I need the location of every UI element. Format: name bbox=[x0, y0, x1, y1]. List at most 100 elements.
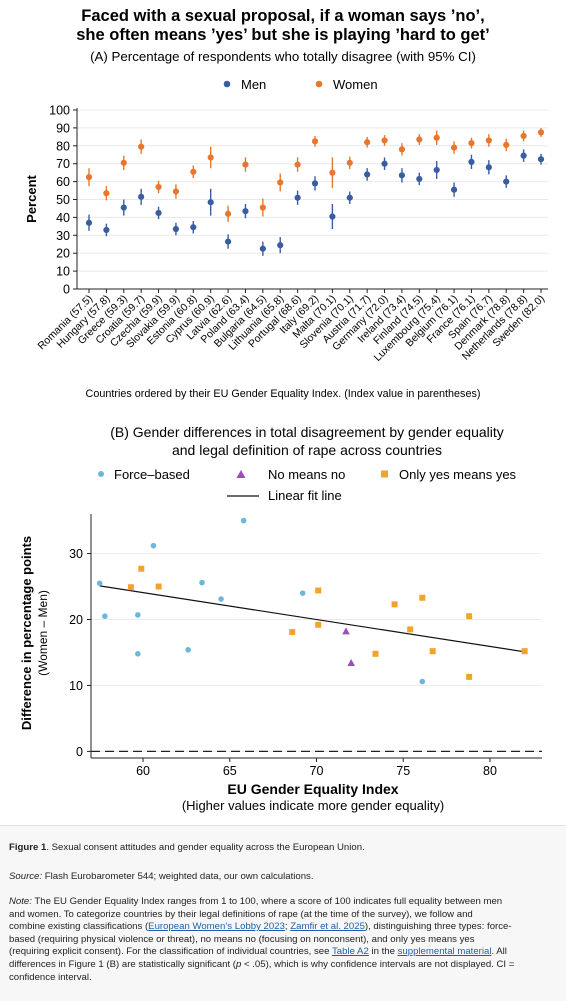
women-point bbox=[190, 168, 197, 175]
women-point bbox=[503, 141, 510, 149]
panel-b-x-tick-label: 80 bbox=[483, 764, 497, 778]
men-point bbox=[138, 193, 145, 200]
force-based-point bbox=[135, 651, 141, 657]
legend-no-means-no-label: No means no bbox=[268, 467, 345, 482]
women-point bbox=[259, 204, 266, 211]
women-point bbox=[346, 159, 353, 166]
link-european-womens-lobby[interactable]: European Women’s Lobby 2023 bbox=[148, 921, 285, 933]
women-point bbox=[364, 139, 371, 146]
men-point bbox=[85, 219, 93, 226]
force-based-point bbox=[96, 580, 103, 587]
panel-a-y-tick-label: 60 bbox=[56, 175, 70, 189]
women-point bbox=[294, 161, 301, 168]
women-point bbox=[450, 144, 458, 151]
men-point bbox=[172, 225, 180, 233]
men-point bbox=[120, 204, 127, 211]
figure-label: Figure 1 bbox=[9, 842, 47, 853]
panel-b-y-axis-sublabel: (Women – Men) bbox=[36, 590, 50, 676]
caption-title: Figure 1. Sexual consent attitudes and g… bbox=[9, 842, 557, 855]
men-point bbox=[450, 186, 458, 193]
women-point bbox=[381, 137, 388, 144]
panel-a-y-tick-label: 10 bbox=[56, 265, 70, 279]
source-text: Flash Eurobarometer 544; weighted data, … bbox=[42, 871, 314, 882]
caption-note: Note: The EU Gender Equality Index range… bbox=[9, 896, 557, 984]
panel-b-y-tick-label: 0 bbox=[76, 745, 83, 759]
women-point bbox=[277, 179, 284, 186]
panel-b-title: (B) Gender differences in total disagree… bbox=[110, 424, 504, 440]
figure: Faced with a sexual proposal, if a woman… bbox=[19, 7, 548, 813]
note-line-3: combine existing classifications (Europe… bbox=[9, 921, 512, 933]
men-point bbox=[381, 160, 388, 167]
link-zamfir-et-al[interactable]: Zamfir et al. 2025 bbox=[290, 921, 365, 933]
legend-only-yes-label: Only yes means yes bbox=[399, 467, 517, 482]
panel-b-y-tick-label: 20 bbox=[69, 613, 83, 627]
men-point bbox=[190, 224, 197, 231]
note-label: Note: bbox=[9, 896, 32, 907]
women-point bbox=[103, 190, 110, 197]
only-yes-point bbox=[127, 584, 134, 591]
men-point bbox=[242, 208, 249, 215]
panel-a-x-axis-label: Countries ordered by their EU Gender Equ… bbox=[86, 388, 481, 400]
only-yes-point bbox=[315, 587, 322, 594]
men-point bbox=[103, 226, 110, 234]
women-point bbox=[242, 161, 249, 168]
force-based-point bbox=[185, 647, 191, 653]
linear-fit-line bbox=[99, 585, 525, 653]
panel-a-y-tick-label: 0 bbox=[63, 283, 70, 297]
figure-caption: Figure 1. Sexual consent attitudes and g… bbox=[0, 825, 566, 1001]
chart-title: Faced with a sexual proposal, if a woman… bbox=[81, 7, 484, 25]
only-yes-point bbox=[315, 621, 322, 628]
caption-source: Source: Flash Eurobarometer 544; weighte… bbox=[9, 871, 557, 884]
only-yes-point bbox=[407, 626, 414, 633]
panel-a-y-tick-label: 50 bbox=[56, 193, 70, 207]
women-point bbox=[120, 159, 127, 166]
force-based-point bbox=[102, 613, 108, 620]
men-point bbox=[207, 199, 214, 206]
women-point bbox=[468, 140, 475, 147]
link-table-a2[interactable]: Table A2 bbox=[331, 946, 369, 958]
panel-a-y-tick-label: 30 bbox=[56, 229, 70, 243]
women-point bbox=[329, 169, 336, 176]
legend-men-marker bbox=[223, 80, 231, 88]
men-point bbox=[537, 156, 545, 163]
men-point bbox=[311, 180, 319, 187]
men-point bbox=[485, 164, 492, 171]
note-line-5: (requiring explicit consent). For the cl… bbox=[9, 946, 507, 958]
men-point bbox=[155, 209, 162, 217]
women-point bbox=[207, 154, 214, 161]
note-line-6: differences in Figure 1 (B) are statisti… bbox=[9, 958, 515, 970]
panel-b-x-tick-label: 60 bbox=[136, 764, 150, 778]
figure-description: . Sexual consent attitudes and gender eq… bbox=[46, 842, 365, 853]
only-yes-point bbox=[466, 673, 473, 680]
men-point bbox=[503, 178, 510, 185]
men-point bbox=[416, 175, 423, 183]
chart-title-line2: she often means ’yes’ but she is playing… bbox=[76, 26, 490, 44]
men-point bbox=[277, 242, 284, 249]
legend-women-marker bbox=[315, 80, 323, 88]
men-point bbox=[398, 172, 406, 179]
force-based-point bbox=[299, 590, 306, 596]
men-point bbox=[329, 213, 336, 220]
only-yes-point bbox=[429, 648, 436, 655]
panel-b-x-axis-label: EU Gender Equality Index bbox=[227, 781, 398, 797]
panel-b-x-tick-label: 75 bbox=[396, 764, 410, 778]
legend-no-means-no-marker bbox=[236, 470, 246, 478]
force-based-point bbox=[135, 612, 141, 618]
men-point bbox=[259, 245, 266, 252]
women-point bbox=[155, 183, 162, 191]
legend-women-label: Women bbox=[333, 77, 378, 92]
panel-a-y-tick-label: 20 bbox=[56, 247, 70, 261]
note-line-2: and women. To categorize countries by th… bbox=[9, 908, 473, 920]
no-means-no-point bbox=[342, 627, 350, 635]
only-yes-point bbox=[466, 613, 473, 620]
women-point bbox=[520, 132, 527, 140]
link-supplemental-material[interactable]: supplemental material bbox=[397, 946, 492, 958]
men-point bbox=[520, 152, 527, 159]
only-yes-point bbox=[289, 629, 296, 636]
panel-a-y-tick-label: 80 bbox=[56, 139, 70, 153]
legend-men-label: Men bbox=[241, 77, 266, 92]
panel-a-y-tick-label: 100 bbox=[49, 104, 70, 118]
panel-a-y-tick-label: 90 bbox=[56, 121, 70, 135]
men-point bbox=[364, 171, 371, 178]
